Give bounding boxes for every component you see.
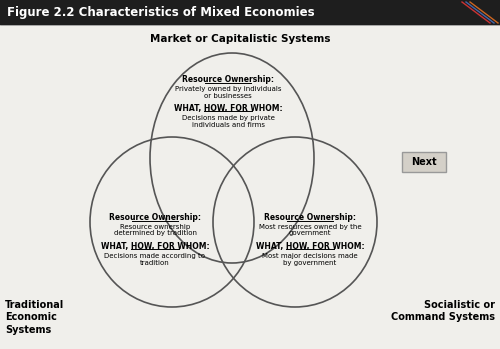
Text: Resource Ownership:: Resource Ownership: [264,214,356,223]
Text: Decisions made according to
tradition: Decisions made according to tradition [104,253,206,266]
Text: Next: Next [411,157,437,167]
Text: Resource ownership
determined by tradition: Resource ownership determined by traditi… [114,223,196,237]
FancyBboxPatch shape [402,152,446,172]
Text: WHAT, HOW, FOR WHOM:: WHAT, HOW, FOR WHOM: [100,242,210,251]
Text: Most major decisions made
by government: Most major decisions made by government [262,253,358,266]
Text: Figure 2.2 Characteristics of Mixed Economies: Figure 2.2 Characteristics of Mixed Econ… [7,6,314,19]
Text: Traditional
Economic
Systems: Traditional Economic Systems [5,300,64,335]
Text: Resource Ownership:: Resource Ownership: [109,214,201,223]
Text: Most resources owned by the
government: Most resources owned by the government [258,223,362,237]
Text: Market or Capitalistic Systems: Market or Capitalistic Systems [150,34,330,44]
FancyBboxPatch shape [0,0,500,25]
Text: Socialistic or
Command Systems: Socialistic or Command Systems [391,300,495,322]
Text: WHAT, HOW, FOR WHOM:: WHAT, HOW, FOR WHOM: [256,242,364,251]
Text: Decisions made by private
individuals and firms: Decisions made by private individuals an… [182,115,274,128]
Text: Resource Ownership:: Resource Ownership: [182,75,274,84]
Text: WHAT, HOW, FOR WHOM:: WHAT, HOW, FOR WHOM: [174,104,282,112]
Text: Privately owned by individuals
or businesses: Privately owned by individuals or busine… [175,86,281,98]
